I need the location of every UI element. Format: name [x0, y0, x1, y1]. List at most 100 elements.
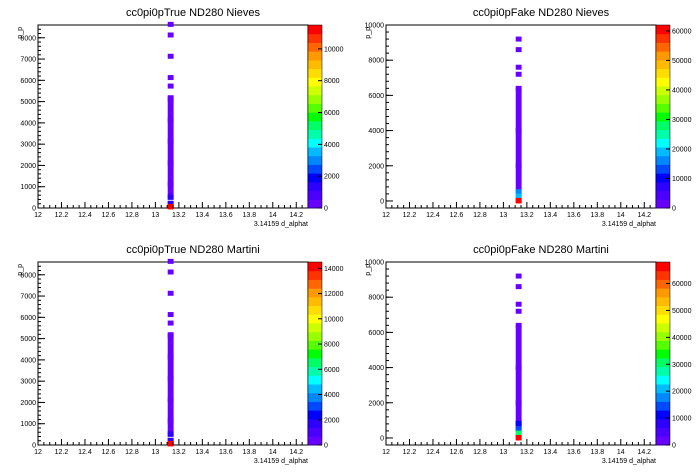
z-tick-label: 4000: [324, 142, 340, 149]
z-tick-label: 6000: [324, 367, 340, 374]
y-axis-label: p_p: [17, 264, 24, 276]
color-scale-band: [308, 138, 322, 148]
z-tick-label: 4000: [324, 392, 340, 399]
x-tick-label: 13.2: [520, 212, 534, 219]
z-tick-label: 2000: [324, 174, 340, 181]
color-scale-band: [656, 181, 670, 192]
z-tick-label: 40000: [672, 87, 692, 94]
color-scale-band: [656, 33, 670, 43]
x-tick-label: 12.8: [473, 212, 487, 219]
x-tick-label: 13: [151, 449, 159, 456]
z-tick-label: 0: [324, 206, 328, 213]
color-scale-band: [656, 112, 670, 122]
x-tick-label: 13.2: [172, 212, 186, 219]
color-scale-band: [656, 164, 670, 174]
color-scale-band: [656, 384, 670, 394]
color-scale-band: [308, 147, 322, 157]
y-tick-label: 3000: [20, 379, 36, 386]
x-tick-label: 13.4: [544, 212, 558, 219]
color-scale-band: [656, 199, 670, 209]
y-tick-label: 4000: [20, 357, 36, 364]
x-tick-label: 12.2: [403, 449, 417, 456]
heatmap-cell: [167, 32, 174, 38]
color-scale-band: [656, 138, 670, 148]
x-tick-label: 14: [617, 449, 625, 456]
panel-2: cc0pi0pFake ND280 Nieves 12 12.2 12.4 12.6 12…: [365, 7, 692, 228]
z-tick-label: 8000: [324, 78, 340, 85]
heatmap-cell: [515, 325, 522, 428]
x-tick-label: 13.6: [567, 212, 581, 219]
z-tick-label: 60000: [672, 28, 692, 35]
heatmap-cell: [167, 95, 174, 196]
color-scale-band: [308, 59, 322, 70]
y-axis-label: p_p: [365, 264, 372, 276]
heatmap-cell: [515, 47, 522, 53]
color-scale-band: [656, 129, 670, 139]
color-scale-band: [656, 103, 670, 113]
color-scale-band: [656, 279, 670, 289]
heatmap-cell: [515, 197, 522, 203]
color-scale-band: [308, 279, 322, 289]
color-scale-band: [656, 120, 670, 131]
y-tick-label: 2000: [20, 163, 36, 170]
color-scale-band: [656, 349, 670, 359]
heatmap-cell: [515, 284, 522, 290]
y-tick-label: 0: [32, 443, 36, 450]
color-scale-band: [656, 155, 670, 165]
heatmap-cell: [167, 431, 174, 437]
color-scale-band: [656, 94, 670, 104]
heatmap-cell: [167, 320, 174, 326]
color-scale-band: [656, 51, 670, 61]
y-tick-label: 10000: [365, 260, 385, 267]
heatmap-cell: [167, 332, 174, 433]
y-tick-label: 0: [380, 198, 384, 205]
x-tick-label: 12.6: [450, 449, 464, 456]
x-tick-label: 12: [34, 212, 42, 219]
color-scale-band: [656, 77, 670, 87]
color-scale-band: [656, 427, 670, 437]
color-scale-band: [656, 59, 670, 70]
heatmap-cell: [167, 440, 174, 446]
x-tick-label: 14.2: [289, 449, 303, 456]
color-scale-band: [656, 401, 670, 411]
y-tick-label: 7000: [20, 57, 36, 64]
y-axis-label: p_p: [17, 27, 24, 39]
x-tick-label: 12.2: [403, 212, 417, 219]
x-tick-label: 13.6: [567, 449, 581, 456]
x-tick-label: 13: [499, 449, 507, 456]
y-tick-label: 8000: [368, 295, 384, 302]
y-tick-label: 5000: [20, 336, 36, 343]
color-scale-band: [308, 323, 322, 333]
color-scale-band: [308, 418, 322, 429]
y-tick-label: 7000: [20, 294, 36, 301]
x-tick-label: 13.4: [196, 212, 210, 219]
x-tick-label: 12.4: [426, 449, 440, 456]
heatmap-cell: [515, 88, 522, 191]
x-tick-label: 12.2: [55, 449, 69, 456]
y-tick-label: 5000: [20, 99, 36, 106]
x-tick-label: 12.6: [102, 212, 116, 219]
x-axis-label: 3.14159 d_alphat: [254, 221, 308, 228]
color-scale-frame: [655, 24, 671, 209]
heatmap-cell: [515, 64, 522, 70]
color-scale-band: [308, 51, 322, 61]
color-scale-band: [308, 401, 322, 411]
x-tick-label: 13.6: [219, 449, 233, 456]
color-scale-band: [308, 120, 322, 131]
y-tick-label: 4000: [368, 128, 384, 135]
x-tick-label: 14: [269, 449, 277, 456]
y-tick-label: 6000: [368, 93, 384, 100]
x-tick-label: 12.4: [426, 212, 440, 219]
x-tick-label: 14.2: [637, 212, 651, 219]
color-scale-band: [656, 270, 670, 280]
heatmap-cell: [515, 301, 522, 307]
x-tick-label: 13.2: [520, 449, 534, 456]
heatmap-cell: [167, 21, 174, 27]
color-scale-band: [308, 340, 322, 350]
heatmap-cell: [515, 193, 522, 199]
color-scale-band: [656, 86, 670, 96]
heatmap-cell: [167, 83, 174, 89]
heatmap-cell: [515, 434, 522, 440]
z-tick-label: 2000: [324, 417, 340, 424]
